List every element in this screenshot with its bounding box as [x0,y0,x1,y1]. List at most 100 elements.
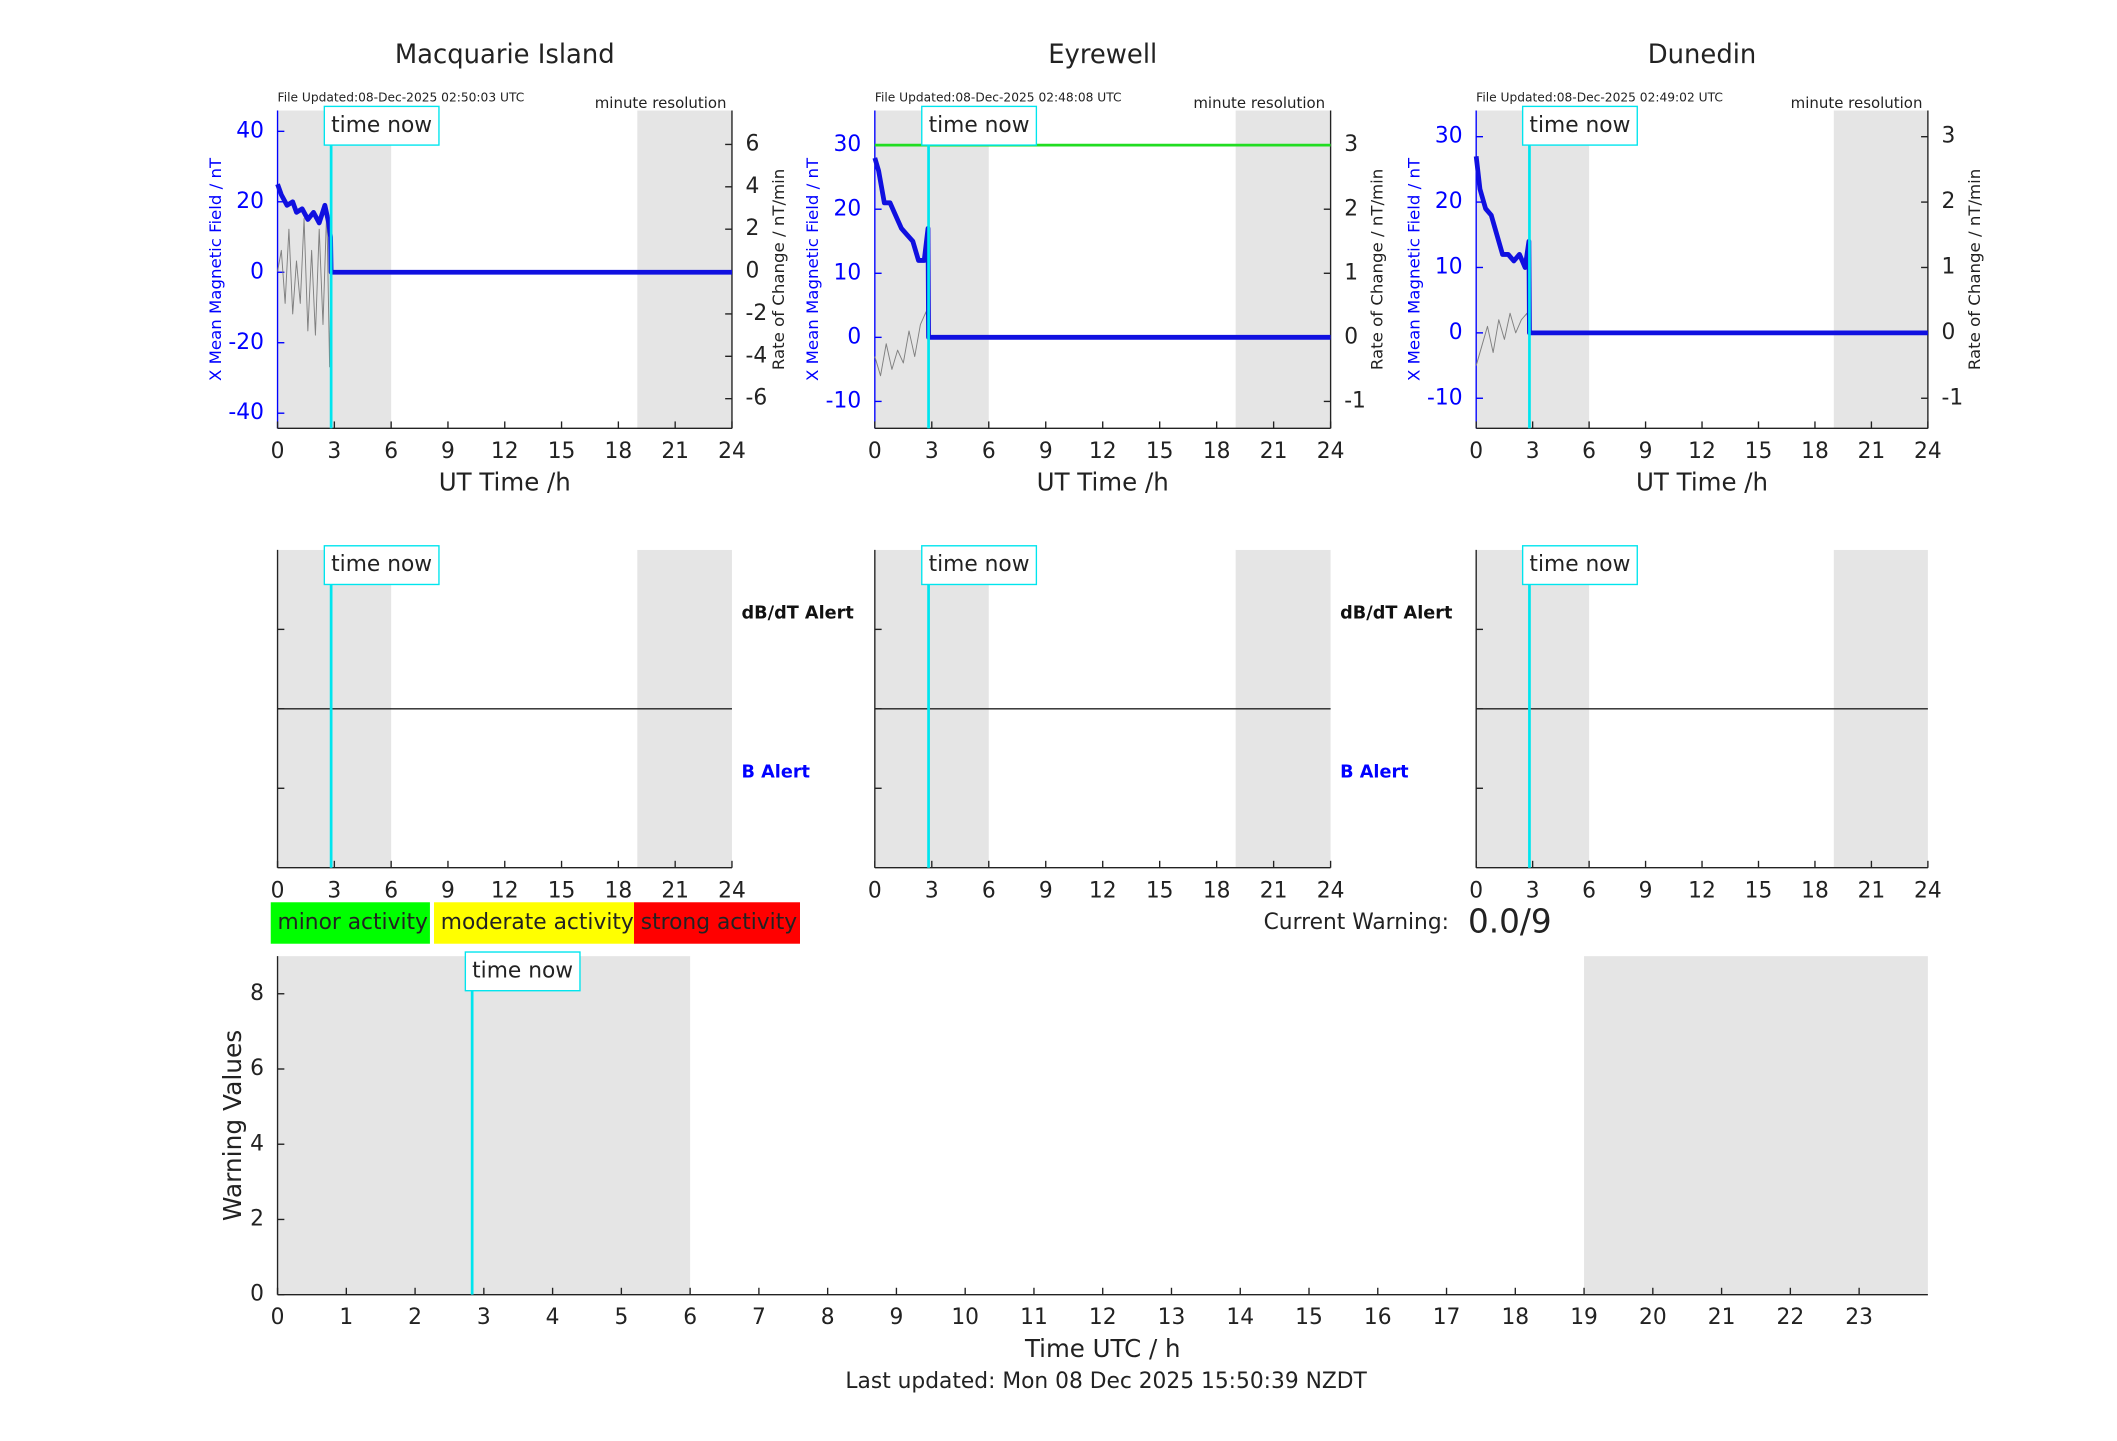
chart-title: Macquarie Island [395,40,615,70]
time-now-box [323,545,440,586]
night-shade [1476,110,1590,429]
x-tick-label: 12 [1688,878,1716,903]
x-tick-label: 15 [548,878,576,903]
x-tick-label: 12 [1089,878,1117,903]
x-tick-label: 10 [951,1305,979,1330]
x-axis-label: UT Time /h [1636,467,1768,496]
y2-axis-label: Rate of Change / nT/min [769,169,788,370]
y2-axis-label: Rate of Change / nT/min [1368,169,1387,370]
x-tick-label: 18 [1203,878,1231,903]
y-tick-label: -10 [1427,385,1463,410]
y-tick-label: 20 [834,196,862,221]
x-tick-label: 23 [1845,1305,1873,1330]
y2-tick-label: 2 [746,216,760,241]
x-tick-label: 24 [1914,878,1942,903]
x-tick-label: 21 [661,878,689,903]
x-tick-label: 6 [384,878,398,903]
footer: Last updated: Mon 08 Dec 2025 15:50:39 N… [845,1369,1367,1394]
night-shade [637,110,732,429]
x-tick-label: 0 [271,878,285,903]
x-tick-label: 6 [982,878,996,903]
y-tick-label: 0 [847,324,861,349]
night-shade [277,110,392,429]
x-tick-label: 2 [408,1305,422,1330]
b-alert-label: B Alert [741,761,810,782]
chart-title: Eyrewell [1048,40,1157,70]
time-now-label: time now [331,113,432,138]
x-tick-label: 12 [1089,1305,1117,1330]
x-tick-label: 18 [1501,1305,1529,1330]
x-tick-label: 24 [718,439,746,464]
x-tick-label: 17 [1433,1305,1461,1330]
resolution-note: minute resolution [1193,94,1325,112]
x-tick-label: 4 [546,1305,560,1330]
x-tick-label: 9 [1039,439,1053,464]
time-now-box [921,545,1038,586]
x-tick-label: 3 [925,878,939,903]
x-tick-label: 24 [1317,439,1345,464]
y-tick-label: 0 [250,1282,264,1307]
x-tick-label: 11 [1020,1305,1048,1330]
x-tick-label: 18 [1801,878,1829,903]
x-tick-label: 21 [1858,439,1886,464]
time-now-box [323,105,440,146]
time-now-box [921,105,1038,146]
resolution-note: minute resolution [1791,94,1923,112]
y-tick-label: 2 [250,1206,264,1231]
y2-tick-label: 0 [1344,324,1358,349]
x-tick-label: 14 [1226,1305,1254,1330]
y-tick-label: 20 [1435,189,1463,214]
x-tick-label: 18 [1203,439,1231,464]
x-tick-label: 6 [1582,439,1596,464]
resolution-note: minute resolution [595,94,727,112]
x-axis-label: Time UTC / h [1024,1334,1181,1363]
x-tick-label: 21 [1708,1305,1736,1330]
legend-label: minor activity [278,910,428,935]
x-tick-label: 18 [1801,439,1829,464]
x-tick-label: 24 [718,878,746,903]
x-tick-label: 3 [1526,439,1540,464]
x-tick-label: 20 [1639,1305,1667,1330]
x-tick-label: 18 [605,878,633,903]
x-tick-label: 13 [1158,1305,1186,1330]
y-axis-label: Warning Values [218,1030,247,1221]
y2-tick-label: 3 [1941,124,1955,149]
y-tick-label: 0 [250,259,264,284]
x-tick-label: 1 [339,1305,353,1330]
x-tick-label: 9 [890,1305,904,1330]
x-tick-label: 0 [1469,439,1483,464]
file-updated: File Updated:08-Dec-2025 02:50:03 UTC [278,91,525,105]
x-tick-label: 16 [1364,1305,1392,1330]
y2-tick-label: 4 [746,174,760,199]
x-tick-label: 24 [1317,878,1345,903]
b-alert-label: B Alert [1340,761,1409,782]
y-tick-label: 10 [1435,254,1463,279]
data-line [277,207,732,368]
chart-title: Dunedin [1648,40,1757,70]
y-tick-label: 4 [250,1131,264,1156]
x-tick-label: 0 [1469,878,1483,903]
x-tick-label: 9 [441,878,455,903]
x-axis-label: UT Time /h [1037,467,1169,496]
file-updated: File Updated:08-Dec-2025 02:48:08 UTC [875,91,1122,105]
x-tick-label: 12 [491,878,519,903]
x-tick-label: 15 [1745,878,1773,903]
time-now-label: time now [929,113,1030,138]
y-tick-label: -40 [228,400,264,425]
y-tick-label: 0 [1449,320,1463,345]
x-tick-label: 12 [1089,439,1117,464]
x-tick-label: 9 [1639,439,1653,464]
night-shade [1235,110,1331,429]
db-dt-alert-label: dB/dT Alert [741,602,854,623]
x-tick-label: 6 [384,439,398,464]
y2-tick-label: 3 [1344,132,1358,157]
x-tick-label: 15 [1146,878,1174,903]
legend-label: moderate activity [441,910,634,935]
y2-tick-label: 6 [746,131,760,156]
y2-tick-label: -6 [746,386,768,411]
x-tick-label: 15 [1295,1305,1323,1330]
x-tick-label: 9 [441,439,455,464]
time-now-label: time now [1529,113,1630,138]
y2-tick-label: -2 [746,301,768,326]
